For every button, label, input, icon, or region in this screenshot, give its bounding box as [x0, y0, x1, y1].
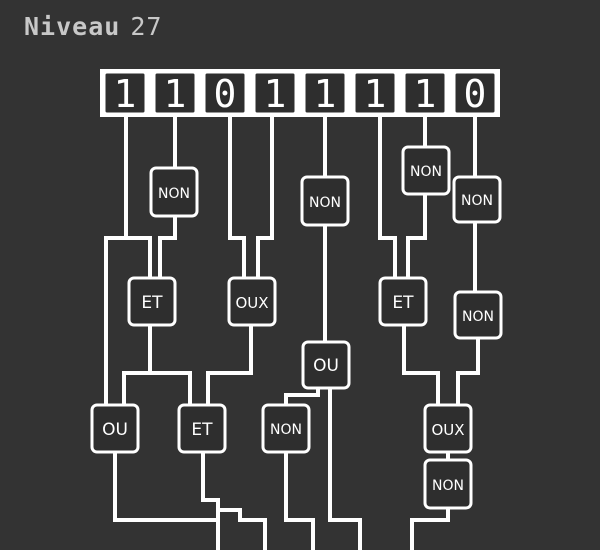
- gate-box: [261, 403, 311, 454]
- bit-cell[interactable]: 1: [302, 70, 348, 116]
- gate-label: ET: [191, 420, 213, 440]
- bit-cell-box: [402, 70, 448, 116]
- wire: [124, 236, 152, 280]
- gate-box: [149, 166, 199, 218]
- gate-label: ET: [141, 293, 163, 313]
- gate-box: [452, 175, 502, 224]
- gate-ou[interactable]: OU: [301, 340, 351, 390]
- gate-box: [453, 290, 503, 340]
- gates: NON NON NON NON ET OUX ET NON OU OU ET N…: [90, 145, 503, 510]
- gate-box: [378, 276, 428, 327]
- wire: [104, 115, 128, 407]
- gate-label: OU: [313, 356, 339, 376]
- gate-et[interactable]: ET: [127, 276, 177, 327]
- gate-non[interactable]: NON: [453, 290, 503, 340]
- gate-box: [301, 340, 351, 390]
- wire: [201, 450, 220, 522]
- wire: [113, 450, 220, 550]
- gate-box: [423, 458, 473, 510]
- bit-cell-box: [452, 70, 498, 116]
- wires: [104, 115, 480, 550]
- bit-cell[interactable]: 1: [152, 70, 198, 116]
- gate-label: OU: [102, 420, 128, 440]
- gate-non[interactable]: NON: [401, 145, 451, 196]
- wire: [284, 450, 315, 550]
- gate-label: OUX: [235, 294, 268, 312]
- gate-box: [177, 403, 227, 454]
- gate-label: NON: [432, 478, 464, 494]
- gate-label: NON: [410, 164, 442, 180]
- gate-label: NON: [462, 309, 494, 325]
- wire: [228, 115, 246, 280]
- wire: [206, 323, 253, 407]
- level-number: 27: [130, 12, 163, 41]
- gate-et[interactable]: ET: [378, 276, 428, 327]
- bit-value: 1: [114, 72, 137, 116]
- bit-value: 1: [364, 72, 387, 116]
- bit-value: 1: [314, 72, 337, 116]
- gate-non[interactable]: NON: [452, 175, 502, 224]
- gate-label: NON: [461, 193, 493, 209]
- gate-box: [401, 145, 451, 196]
- bit-value: 1: [414, 72, 437, 116]
- bit-cell[interactable]: 1: [352, 70, 398, 116]
- gate-box: [423, 403, 473, 454]
- gate-label: NON: [158, 186, 190, 202]
- bit-value: 0: [464, 72, 487, 116]
- bit-cell[interactable]: 0: [452, 70, 498, 116]
- wire: [216, 498, 267, 550]
- bit-value: 1: [264, 72, 287, 116]
- bit-cell-box: [102, 70, 148, 116]
- gate-oux[interactable]: OUX: [227, 276, 277, 327]
- bit-cell-box: [252, 70, 298, 116]
- wire: [148, 371, 192, 407]
- wire: [256, 115, 274, 280]
- bit-cell-box: [352, 70, 398, 116]
- gate-box: [300, 175, 350, 227]
- wire: [284, 386, 320, 407]
- gate-non[interactable]: NON: [261, 403, 311, 454]
- bit-cell[interactable]: 0: [202, 70, 248, 116]
- gate-label: NON: [309, 195, 341, 211]
- wire: [158, 214, 177, 280]
- bit-value: 0: [214, 72, 237, 116]
- wire: [456, 336, 480, 407]
- level-title: Niveau 27: [24, 12, 162, 41]
- wire: [378, 115, 397, 280]
- wire: [406, 192, 427, 280]
- bit-cell-box: [202, 70, 248, 116]
- gate-box: [90, 403, 140, 454]
- gate-label: OUX: [431, 421, 464, 439]
- gate-box: [127, 276, 177, 327]
- gate-non[interactable]: NON: [423, 458, 473, 510]
- bit-cell-box: [152, 70, 198, 116]
- gate-ou[interactable]: OU: [90, 403, 140, 454]
- gate-label: ET: [392, 293, 414, 313]
- bit-cell[interactable]: 1: [402, 70, 448, 116]
- gate-non[interactable]: NON: [300, 175, 350, 227]
- wire: [328, 386, 362, 550]
- wire: [122, 323, 152, 407]
- bit-cell[interactable]: 1: [102, 70, 148, 116]
- gate-oux[interactable]: OUX: [423, 403, 473, 454]
- bit-cell-box: [302, 70, 348, 116]
- level-word: Niveau: [24, 12, 121, 41]
- bit-value: 1: [164, 72, 187, 116]
- wire: [410, 506, 450, 550]
- gate-et[interactable]: ET: [177, 403, 227, 454]
- gate-non[interactable]: NON: [149, 166, 199, 218]
- gate-label: NON: [270, 422, 302, 438]
- wire: [402, 323, 440, 407]
- gate-box: [227, 276, 277, 327]
- bit-cell[interactable]: 1: [252, 70, 298, 116]
- bit-row[interactable]: 1 1 0 1 1 1 1 0: [100, 69, 500, 117]
